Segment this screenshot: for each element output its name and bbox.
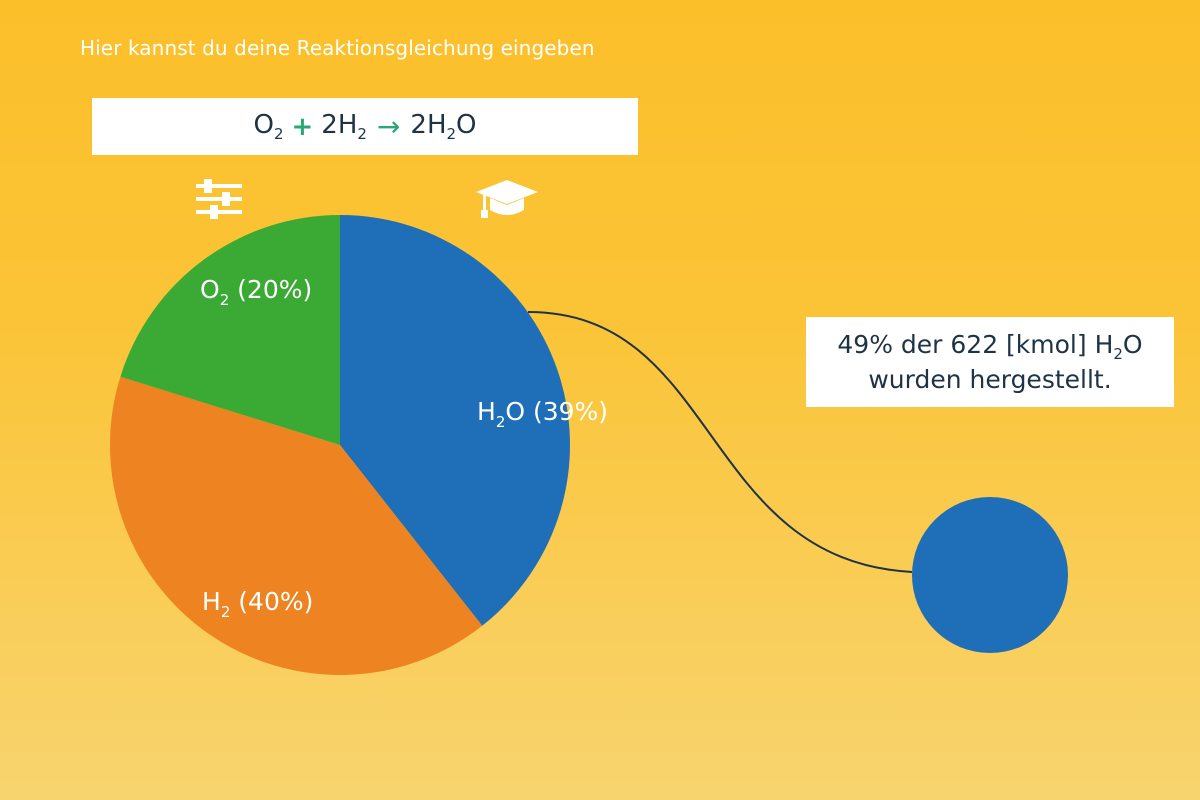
pie-slice-h2o[interactable] (340, 215, 570, 626)
sliders-icon[interactable] (196, 178, 242, 220)
input-hint: Hier kannst du deine Reaktionsgleichung … (80, 36, 595, 60)
connector-line (527, 311, 913, 573)
reaction-arrow: → (376, 110, 401, 143)
plus-sign: + (291, 111, 314, 142)
result-line-1: 49% der 622 [kmol] H2O (837, 330, 1143, 363)
graduation-cap-icon[interactable] (474, 178, 540, 222)
result-box: 49% der 622 [kmol] H2O wurden hergestell… (806, 317, 1174, 407)
reactant-o2: O2 (253, 110, 284, 143)
slice-label-h2: H2 (40%) (202, 587, 314, 621)
slice-label-h2o: H2O (39%) (477, 397, 609, 431)
result-node[interactable] (912, 497, 1068, 653)
reactant-h2: 2H2 (321, 110, 367, 143)
product-h2o: 2H2O (410, 110, 477, 143)
result-line-2: wurden hergestellt. (868, 364, 1112, 394)
pie-slice-o2[interactable] (120, 215, 340, 445)
pie-slice-h2[interactable] (109, 376, 483, 676)
equation-input[interactable]: O2 + 2H2 → 2H2O (92, 98, 638, 155)
slice-label-o2: O2 (20%) (200, 275, 313, 309)
